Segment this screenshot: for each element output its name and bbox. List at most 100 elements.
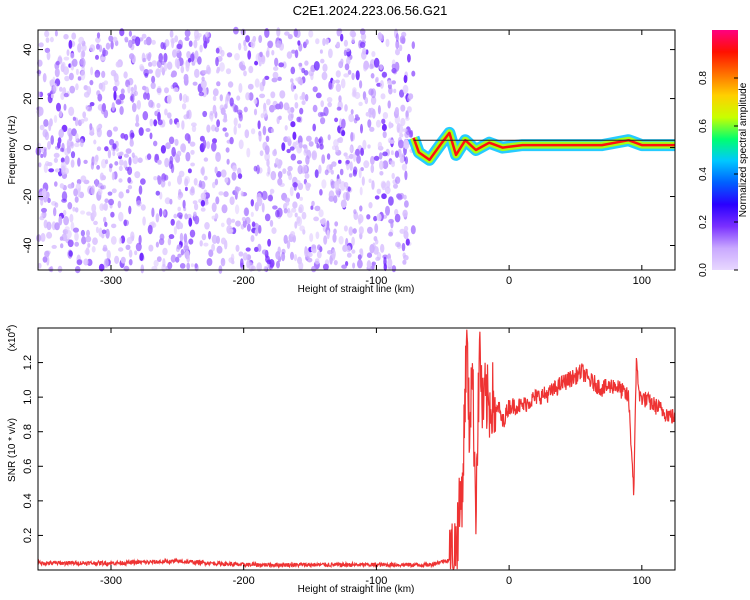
spectrogram-noise-cell [125,148,132,154]
spectrogram-noise-cell [394,107,399,115]
spectrogram-noise-cell [138,127,144,136]
spectrogram-noise-cell [107,149,112,159]
colorbar: 0.0 0.2 0.4 0.6 0.8 Normalized spectral ampl… [698,30,749,277]
spectrogram-noise-cell [111,172,115,181]
spectrogram-noise-cell [97,93,103,102]
spectrogram-noise-cell [38,162,42,168]
spectrogram-noise-cell [267,40,274,49]
spectrogram-noise-cell [231,171,237,181]
spectrogram-noise-cell [117,200,122,209]
spectrogram-noise-cell [338,235,344,245]
spectrogram-noise-cell [127,177,132,184]
spectrogram-noise-cell [50,93,55,99]
spectrogram-noise-cell [405,238,410,246]
spectrogram-noise-cell [211,202,217,213]
spectrogram-x-axis-label: Height of straight line (km) [298,284,415,295]
spectrogram-noise-cell [335,79,340,84]
spectrogram-noise-cell [267,165,271,175]
spectrogram-noise-cell [304,173,310,179]
spectrogram-noise-cell [253,108,258,116]
spectrogram-noise-cell [358,226,364,235]
spectrogram-noise-cell [234,53,240,61]
spectrogram-noise-cell [104,198,109,203]
spectrogram-noise-cell [62,209,67,216]
spectrogram-noise-cell [299,78,303,86]
spectrogram-noise-cell [253,98,258,105]
spectrogram-noise-cell [119,151,124,156]
spectrogram-noise-cell [373,57,380,68]
spectrogram-noise-cell [278,62,285,68]
spectrogram-noise-cell [258,60,262,67]
spectrogram-noise-cell [377,141,383,150]
spectrogram-noise-cell [53,83,58,92]
spectrogram-noise-cell [376,252,382,261]
spectrogram-noise-cell [212,88,219,97]
spectrogram-noise-cell [394,176,401,184]
spectrogram-noise-cell [42,256,48,263]
spectrogram-noise-cell [379,80,384,89]
spectrogram-noise-cell [352,228,357,234]
spectrogram-noise-cell [59,236,64,241]
spectrogram-noise-cell [129,129,134,140]
spectrogram-noise-cell [71,128,77,137]
spectrogram-noise-cell [93,155,98,166]
spectrogram-noise-cell [101,103,106,112]
spectrogram-noise-cell [74,196,79,203]
spectrogram-noise-cell [70,52,75,59]
spectrogram-noise-cell [52,76,56,85]
spectrogram-noise-cell [277,76,282,82]
spectrogram-noise-cell [220,257,226,267]
spectrogram-noise-cell [297,165,304,175]
spectrogram-noise-cell [193,178,198,186]
spectrogram-noise-cell [391,172,395,180]
spectrogram-noise-cell [104,221,108,227]
spectrogram-noise-cell [362,47,367,55]
spectrogram-noise-cell [40,153,44,158]
spectrogram-noise-cell [173,87,179,93]
spectrogram-noise-cell [317,244,321,251]
spectrogram-noise-cell [92,237,98,245]
spectrogram-noise-cell [118,211,124,222]
spectrogram-noise-cell [199,240,203,247]
spectrogram-noise-cell [220,237,227,245]
spectrogram-y-tick-label: 40 [22,43,34,55]
spectrogram-noise-cell [395,48,400,56]
spectrogram-noise-cell [338,95,342,103]
spectrogram-noise-cell [248,65,254,74]
spectrogram-noise-cell [290,82,295,92]
spectrogram-noise-cell [305,182,309,187]
spectrogram-noise-cell [196,33,202,38]
spectrogram-noise-cell [114,161,119,166]
spectrogram-noise-cell [221,204,228,214]
spectrogram-noise-cell [271,49,275,56]
spectrogram-noise-cell [216,171,222,178]
colorbar-tick-label: 0.2 [698,215,709,229]
spectrogram-noise-cell [388,121,392,129]
spectrogram-noise-cell [299,225,305,232]
spectrogram-noise-cell [125,166,130,171]
spectrogram-noise-cell [48,122,52,132]
spectrogram-noise-cell [70,141,74,149]
spectrogram-noise-cell [403,139,410,150]
spectrogram-noise-cell [171,146,176,157]
spectrogram-noise-cell [375,119,381,128]
spectrogram-noise-cell [60,243,64,249]
spectrogram-noise-cell [367,226,373,234]
snr-y-axis-label: SNR (10 * v/v) [7,418,18,482]
spectrogram-noise-cell [348,113,355,123]
spectrogram-noise-cell [200,79,207,89]
spectrogram-noise-cell [128,30,132,37]
spectrogram-noise-cell [200,167,205,175]
spectrogram-noise-cell [58,215,63,226]
spectrogram-noise-cell [109,139,115,146]
spectrogram-noise-cell [313,216,319,222]
colorbar-tick-label: 0.8 [698,71,709,85]
spectrogram-noise-cell [180,143,187,153]
spectrogram-noise-cell [79,138,84,148]
spectrogram-noise-cell [155,190,160,196]
spectrogram-noise-cell [206,258,213,266]
spectrogram-noise-cell [45,37,50,43]
spectrogram-noise-cell [72,116,76,121]
spectrogram-noise-cell [216,235,220,244]
spectrogram-noise-cell [245,247,251,252]
